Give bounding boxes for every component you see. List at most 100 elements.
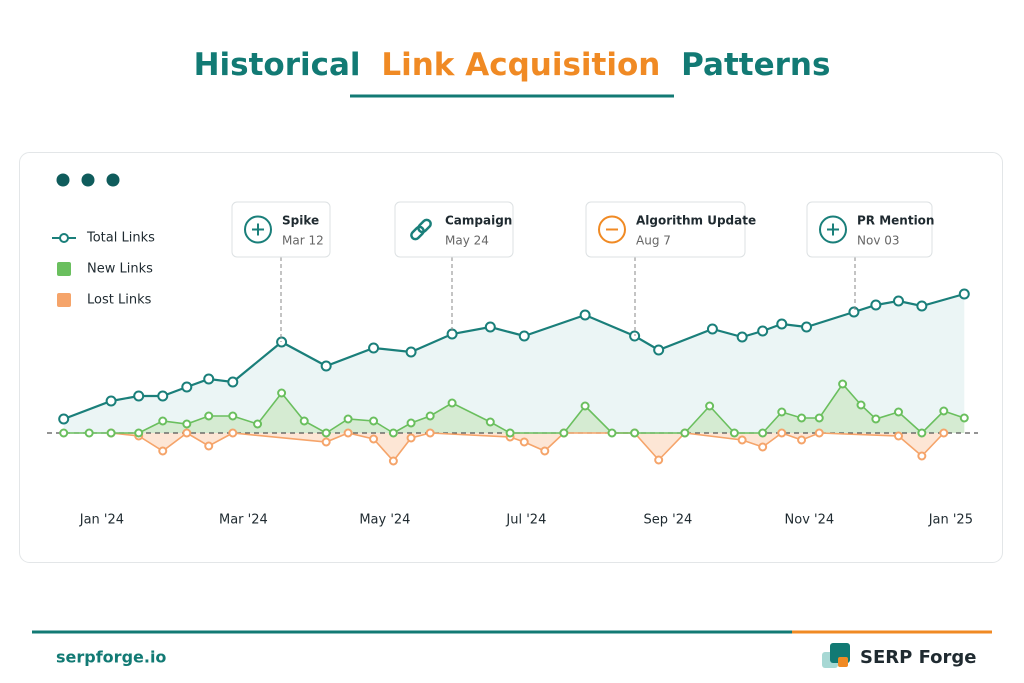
point [607, 428, 617, 438]
icon [598, 215, 626, 244]
point [58, 413, 70, 425]
point [518, 330, 530, 342]
point [540, 446, 550, 456]
x-tick-label: Mar '24 [219, 513, 268, 528]
point [917, 428, 927, 438]
point [838, 379, 848, 389]
legend-swatch [57, 293, 71, 307]
title: Historical Link Acquisition Patterns [194, 47, 831, 83]
point [106, 428, 116, 438]
point [406, 433, 416, 443]
point [797, 435, 807, 445]
point [630, 428, 640, 438]
point [519, 437, 529, 447]
title-part: Historical [194, 47, 361, 83]
point [343, 414, 353, 424]
callout [394, 201, 514, 258]
point [654, 455, 664, 465]
point [321, 437, 331, 447]
x-tick-label: Sep '24 [643, 513, 692, 528]
footer-brand: SERP Forge [860, 647, 976, 668]
callout [585, 201, 746, 258]
icon [410, 225, 425, 241]
callout-date: May 24 [445, 234, 489, 248]
callout-title: Campaign [445, 214, 512, 228]
point [133, 390, 145, 402]
x-tick-label: Jan '24 [79, 513, 124, 528]
point [227, 376, 239, 388]
point [736, 331, 748, 343]
title-part: Patterns [681, 47, 830, 83]
point [203, 373, 215, 385]
callout-date: Aug 7 [636, 234, 671, 248]
point [321, 428, 331, 438]
callout-title: Algorithm Update [636, 214, 756, 228]
point [405, 346, 417, 358]
point [848, 306, 860, 318]
point [893, 407, 903, 417]
point [277, 388, 287, 398]
point [653, 344, 665, 356]
point [204, 411, 214, 421]
point [84, 428, 94, 438]
window-dot [56, 173, 70, 187]
x-tick-label: Jan '25 [928, 513, 973, 528]
point [276, 336, 288, 348]
point [425, 428, 435, 438]
point [757, 325, 769, 337]
point [158, 416, 168, 426]
point [253, 419, 263, 429]
point [680, 428, 690, 438]
point [134, 428, 144, 438]
point [425, 411, 435, 421]
window-dot [81, 173, 95, 187]
area [111, 433, 944, 461]
icon [417, 218, 432, 234]
callout-date: Nov 03 [857, 234, 900, 248]
icon [244, 215, 272, 244]
point [204, 441, 214, 451]
legend-label: Lost Links [87, 293, 152, 308]
point [406, 418, 416, 428]
point [705, 401, 715, 411]
area [63, 294, 965, 433]
point [158, 446, 168, 456]
point [59, 428, 69, 438]
title-highlight: Link Acquisition [381, 47, 660, 83]
point [484, 321, 496, 333]
legend-swatch [57, 262, 71, 276]
point [776, 318, 788, 330]
legend-label: New Links [87, 262, 153, 277]
callout-title: PR Mention [857, 214, 934, 228]
point [917, 451, 927, 461]
point [758, 442, 768, 452]
callout [231, 201, 331, 258]
point [729, 428, 739, 438]
point [797, 413, 807, 423]
point [939, 428, 949, 438]
point [856, 400, 866, 410]
point [343, 428, 353, 438]
point [299, 416, 309, 426]
point [485, 417, 495, 427]
point [814, 413, 824, 423]
footer-site: serpforge.io [56, 648, 166, 667]
point [320, 360, 332, 372]
x-tick-label: Nov '24 [785, 513, 835, 528]
legend-label: Total Links [86, 231, 155, 246]
point [777, 428, 787, 438]
point [505, 428, 515, 438]
callout-title: Spike [282, 214, 319, 228]
callout [806, 201, 933, 258]
point [369, 416, 379, 426]
point [870, 299, 882, 311]
point [959, 413, 969, 423]
point [892, 295, 904, 307]
point [916, 300, 928, 312]
point [181, 381, 193, 393]
callout-date: Mar 12 [282, 234, 324, 248]
point [893, 431, 903, 441]
point [447, 398, 457, 408]
x-tick-label: May '24 [359, 513, 410, 528]
